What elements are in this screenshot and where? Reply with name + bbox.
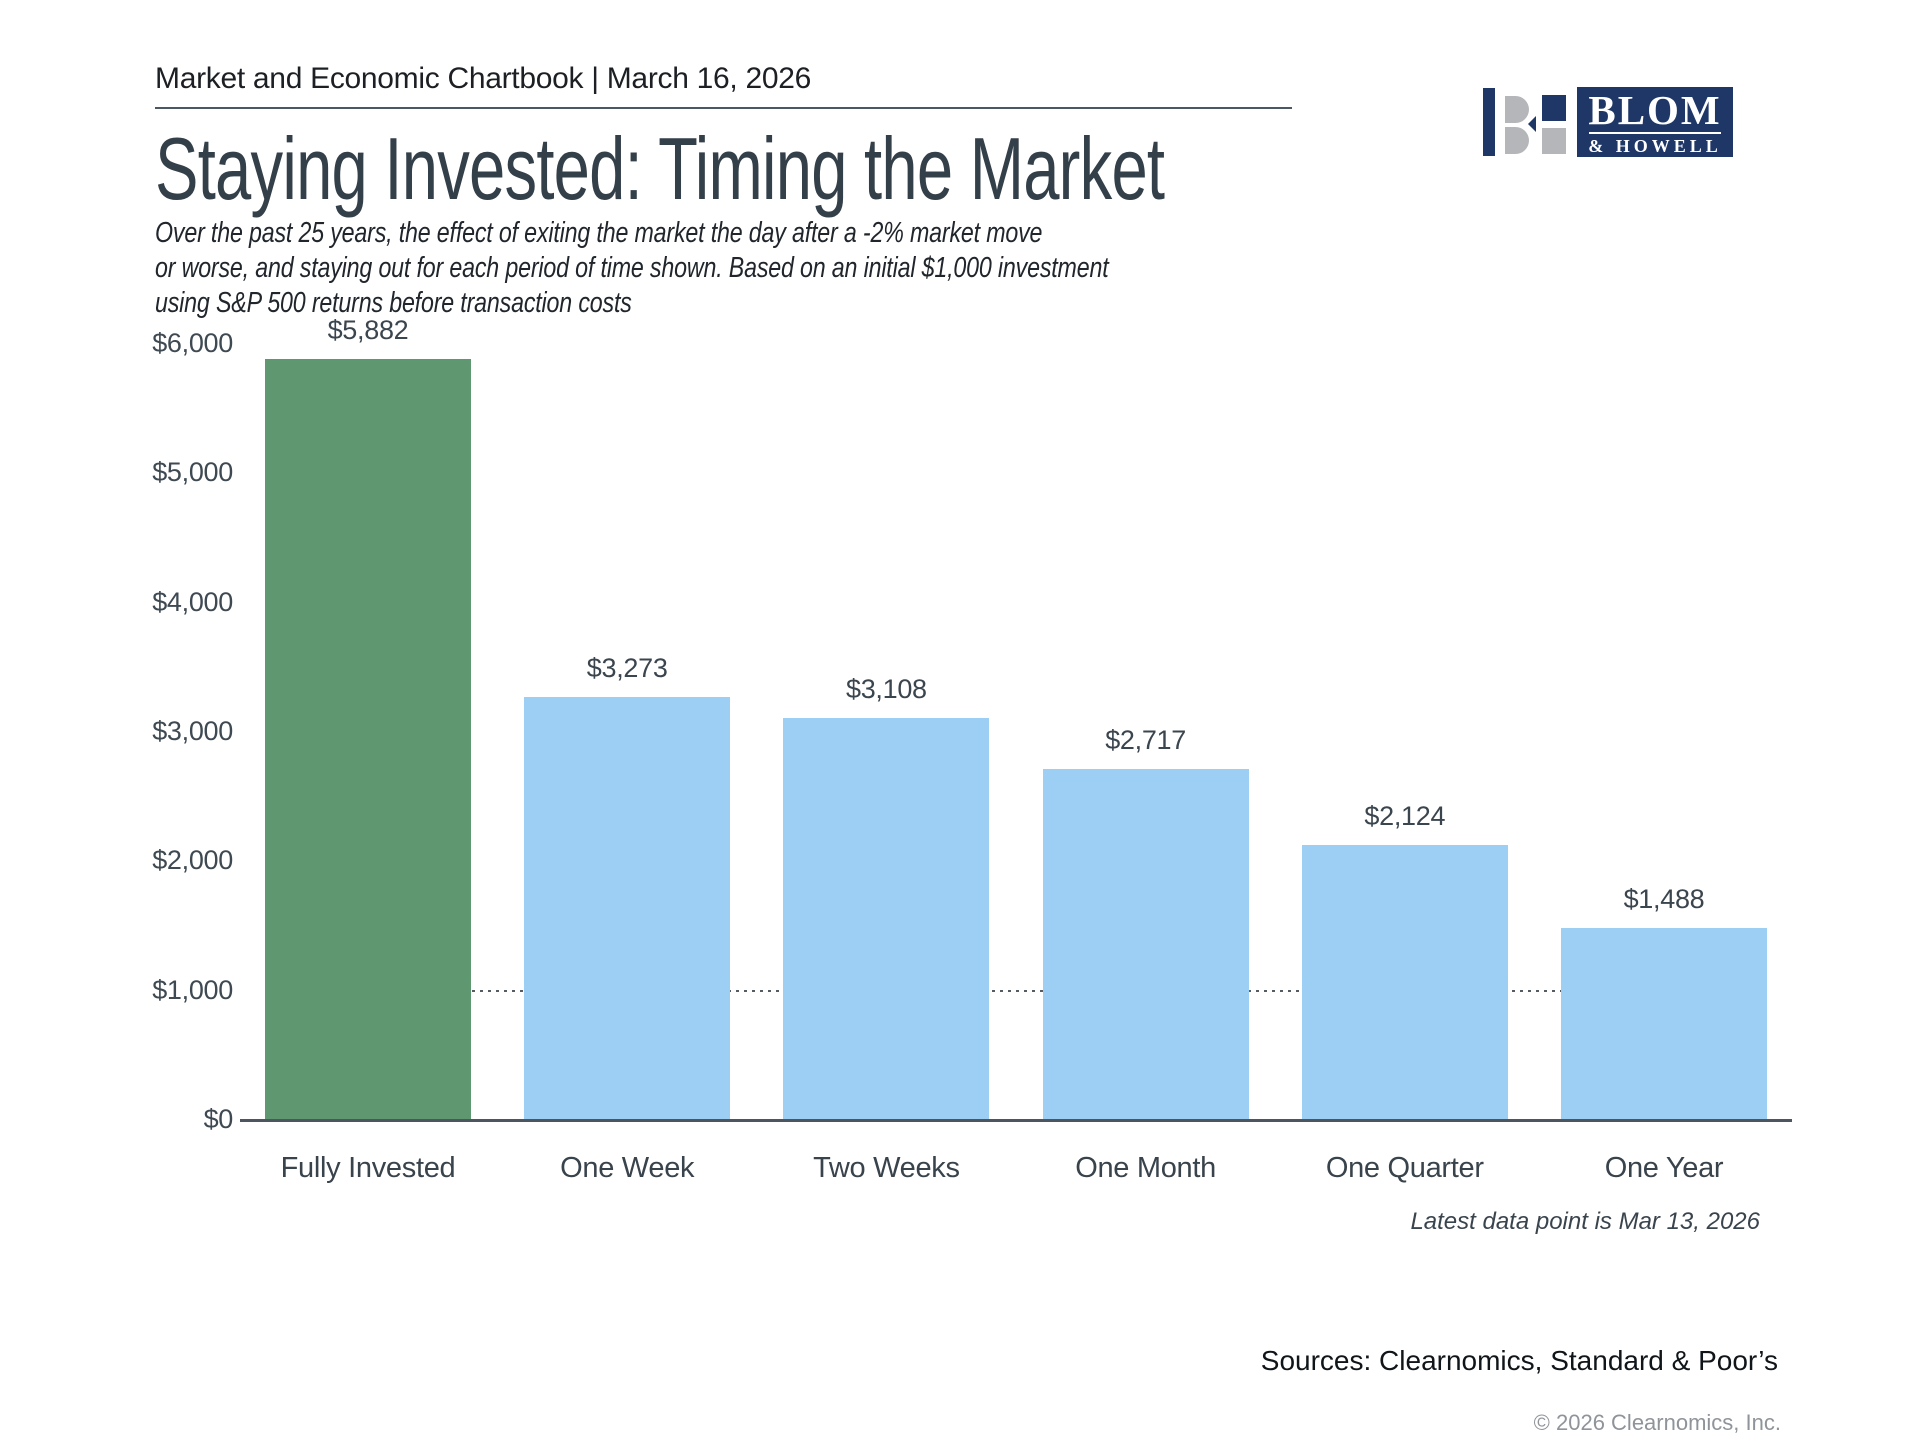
bar-value-two-weeks: $3,108 — [845, 674, 927, 705]
chart-description-line2: or worse, and staying out for each perio… — [155, 252, 1109, 284]
header-divider — [155, 107, 1292, 109]
bar-value-one-year: $1,488 — [1623, 883, 1705, 914]
logo-bar-shape — [1483, 88, 1495, 156]
x-axis-label-one-month: One Month — [1075, 1152, 1216, 1184]
y-axis-tick-label: $3,000 — [152, 716, 233, 746]
y-axis-tick-label: $6,000 — [152, 328, 233, 358]
latest-data-note: Latest data point is Mar 13, 2026 — [1410, 1208, 1760, 1235]
chart-description: Over the past 25 years, the effect of ex… — [155, 216, 1109, 321]
y-axis-tick-label: $5,000 — [152, 457, 233, 488]
logo-subname: & HOWELL — [1588, 135, 1722, 156]
company-logo: BLOM & HOWELL — [1483, 86, 1735, 158]
y-axis-tick-label: $2,000 — [152, 845, 233, 876]
logo-square-navy — [1542, 95, 1566, 121]
bar-one-year — [1561, 927, 1767, 1120]
x-axis-label-one-week: One Week — [560, 1152, 695, 1184]
logo-b-bottom-shape — [1505, 127, 1529, 154]
x-axis-label-one-year: One Year — [1604, 1152, 1724, 1184]
logo-b-top-shape — [1505, 96, 1529, 123]
x-axis-label-two-weeks: Two Weeks — [813, 1152, 960, 1184]
bar-value-one-quarter: $2,124 — [1364, 801, 1446, 832]
logo-rule — [1589, 131, 1721, 134]
page-title: Staying Invested: Timing the Market — [155, 119, 1165, 218]
bar-fully-invested — [265, 359, 471, 1120]
x-axis-label-fully-invested: Fully Invested — [280, 1152, 456, 1184]
chart-description-line1: Over the past 25 years, the effect of ex… — [155, 217, 1043, 249]
copyright-note: © 2026 Clearnomics, Inc. — [1533, 1410, 1781, 1435]
y-axis-tick-label: $1,000 — [152, 974, 233, 1005]
logo-wordmark: BLOM & HOWELL — [1577, 87, 1733, 157]
y-axis-tick-label: $4,000 — [152, 586, 233, 617]
y-axis-tick-label: $0 — [203, 1104, 234, 1134]
bar-value-one-month: $2,717 — [1105, 724, 1186, 755]
report-name: Market and Economic Chartbook | March 16… — [155, 62, 812, 95]
sources-note: Sources: Clearnomics, Standard & Poor’s — [1260, 1345, 1778, 1376]
bar-value-fully-invested: $5,882 — [327, 315, 409, 346]
reference-line-1000 — [368, 989, 1664, 992]
logo-triangle-icon — [1528, 116, 1536, 132]
bar-value-one-week: $3,273 — [586, 652, 668, 683]
bar-one-week — [524, 696, 731, 1120]
x-axis-label-one-quarter: One Quarter — [1325, 1152, 1484, 1184]
logo-name: BLOM — [1588, 86, 1722, 133]
bar-two-weeks — [783, 718, 990, 1120]
logo-square-gray — [1542, 128, 1566, 154]
bar-one-quarter — [1301, 845, 1508, 1120]
x-axis-line — [240, 1119, 1792, 1122]
chart-description-line3: using S&P 500 returns before transaction… — [155, 287, 632, 319]
bar-one-month — [1042, 768, 1249, 1120]
